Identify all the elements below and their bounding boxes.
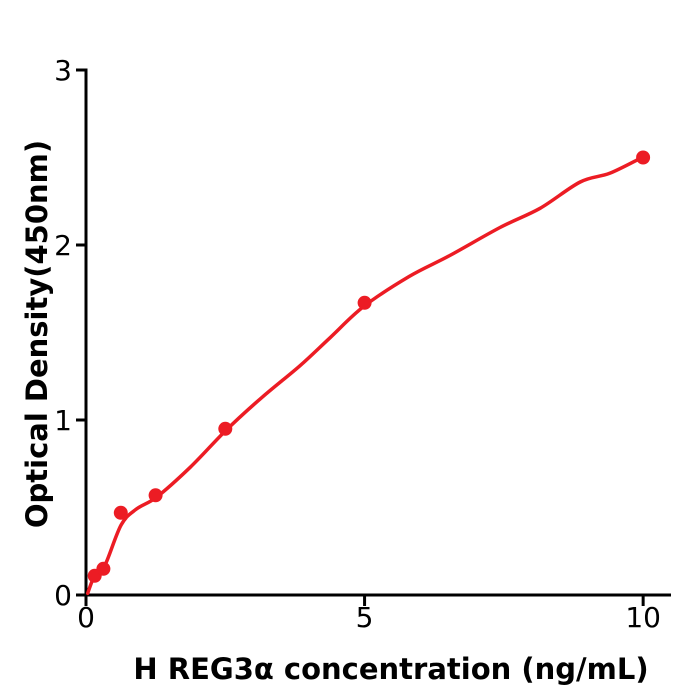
- data-point: [148, 488, 163, 503]
- y-tick-label: 2: [54, 229, 72, 262]
- data-point: [96, 561, 111, 576]
- data-point: [636, 150, 651, 165]
- y-tick-label: 3: [54, 54, 72, 87]
- x-tick-label: 0: [77, 601, 95, 634]
- x-axis-title: H REG3α concentration (ng/mL): [133, 652, 648, 686]
- y-tick-label: 1: [54, 404, 72, 437]
- fit-curve: [85, 155, 644, 596]
- x-tick-label: 5: [356, 601, 374, 634]
- data-point: [218, 421, 233, 436]
- data-point: [357, 295, 372, 310]
- x-tick-label: 10: [625, 601, 661, 634]
- data-point: [113, 505, 128, 520]
- y-axis-title: Optical Density(450nm): [20, 140, 54, 528]
- y-tick-label: 0: [54, 579, 72, 612]
